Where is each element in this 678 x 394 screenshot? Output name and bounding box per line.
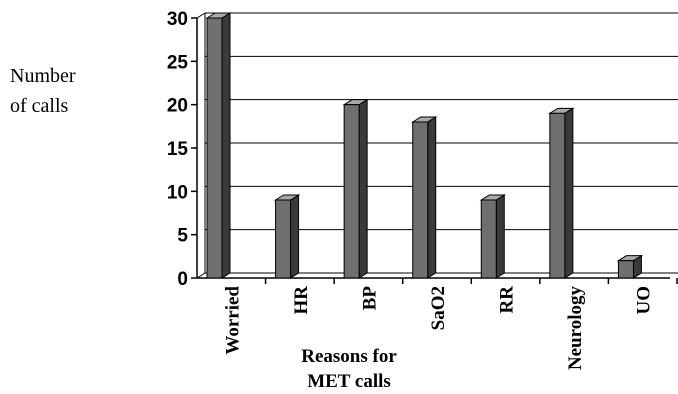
- y-tick-label-5: 5: [177, 226, 188, 247]
- y-axis-label-line-1: Number: [10, 65, 76, 87]
- bar-0: [206, 17, 223, 279]
- x-tick-label-4: RR: [497, 286, 518, 314]
- side-wall-top: [196, 12, 206, 19]
- x-tick-label-2: BP: [359, 286, 380, 311]
- y-tick-label-20: 20: [167, 96, 188, 117]
- bar-2: [343, 104, 360, 279]
- bar-side-1: [290, 194, 300, 279]
- side-wall-bottom: [196, 272, 206, 279]
- bar-side-5: [564, 107, 574, 279]
- bar-5: [549, 112, 566, 279]
- x-tick-label-3: SaO2: [428, 286, 449, 330]
- y-tick-label-25: 25: [167, 52, 189, 73]
- x-axis-label-line-1: Reasons for: [301, 346, 397, 367]
- y-tick-label-0: 0: [177, 269, 188, 290]
- x-tick-label-1: HR: [291, 286, 312, 315]
- bar-side-2: [358, 98, 368, 279]
- bar-1: [275, 199, 292, 279]
- bar-6: [617, 260, 634, 279]
- bar-side-3: [427, 116, 437, 279]
- bar-4: [480, 199, 497, 279]
- y-tick-label-15: 15: [167, 139, 189, 160]
- bar-3: [412, 121, 429, 279]
- y-axis-label-line-2: of calls: [10, 95, 69, 117]
- x-tick-label-5: Neurology: [565, 286, 586, 371]
- bar-side-0: [221, 12, 231, 279]
- bar-side-4: [495, 194, 505, 279]
- y-tick-label-10: 10: [167, 182, 188, 203]
- x-tick-label-0: Worried: [222, 286, 243, 355]
- y-tick-label-30: 30: [167, 9, 188, 30]
- x-axis-label-line-2: MET calls: [307, 371, 391, 392]
- x-tick-label-6: UO: [634, 286, 655, 315]
